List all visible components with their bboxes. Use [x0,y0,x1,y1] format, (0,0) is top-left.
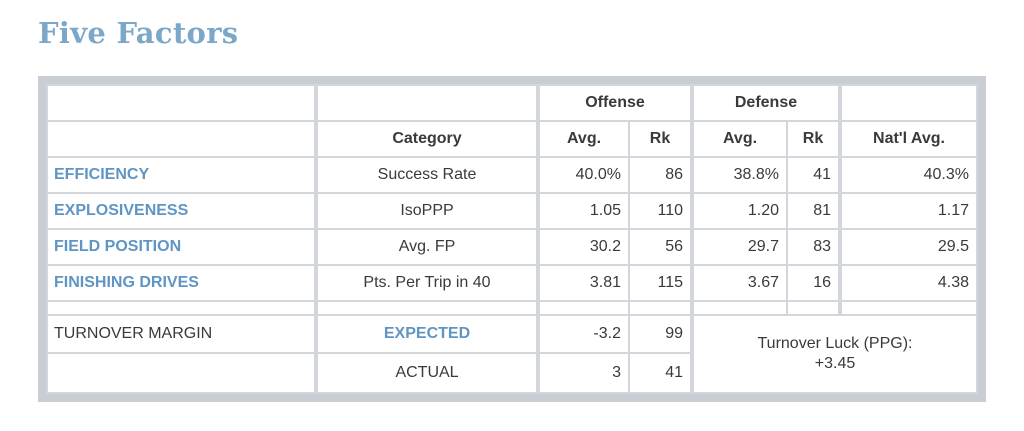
row-label-finishing-drives: FINISHING DRIVES [46,264,316,302]
defense-rk-cell: 16 [786,264,840,302]
row-category: Avg. FP [316,228,538,266]
defense-rk-cell: 83 [786,228,840,266]
row-label-explosiveness: EXPLOSIVENESS [46,192,316,230]
turnover-expected-label: EXPECTED [316,314,538,354]
turnover-luck-cell: Turnover Luck (PPG): +3.45 [692,314,978,394]
row-category: Success Rate [316,156,538,194]
row-label-field-position: FIELD POSITION [46,228,316,266]
offense-avg-cell: 40.0% [538,156,630,194]
header-offense-rk: Rk [628,120,692,158]
turnover-luck-value: +3.45 [815,354,855,374]
turnover-actual-rk: 41 [628,352,692,394]
header-natl-avg: Nat'l Avg. [840,120,978,158]
natl-avg-cell: 40.3% [840,156,978,194]
header-blank-category [316,84,538,122]
turnover-actual-value: 3 [538,352,630,394]
defense-avg-cell: 3.67 [692,264,788,302]
page-title: Five Factors [38,16,238,50]
defense-avg-cell: 29.7 [692,228,788,266]
header-offense-avg: Avg. [538,120,630,158]
table-grid: Offense Defense Category Avg. Rk Avg. Rk… [46,84,978,394]
natl-avg-cell: 4.38 [840,264,978,302]
header-category: Category [316,120,538,158]
turnover-expected-rk: 99 [628,314,692,354]
row-category: IsoPPP [316,192,538,230]
defense-avg-cell: 38.8% [692,156,788,194]
header-blank-label [46,120,316,158]
turnover-expected-value: -3.2 [538,314,630,354]
offense-avg-cell: 30.2 [538,228,630,266]
offense-avg-cell: 1.05 [538,192,630,230]
header-blank-natl [840,84,978,122]
row-category: Pts. Per Trip in 40 [316,264,538,302]
offense-rk-cell: 115 [628,264,692,302]
natl-avg-cell: 1.17 [840,192,978,230]
turnover-blank-cell [46,352,316,394]
defense-avg-cell: 1.20 [692,192,788,230]
defense-rk-cell: 41 [786,156,840,194]
natl-avg-cell: 29.5 [840,228,978,266]
header-defense-avg: Avg. [692,120,788,158]
offense-rk-cell: 110 [628,192,692,230]
offense-rk-cell: 86 [628,156,692,194]
offense-rk-cell: 56 [628,228,692,266]
turnover-margin-label: TURNOVER MARGIN [46,314,316,354]
offense-avg-cell: 3.81 [538,264,630,302]
defense-rk-cell: 81 [786,192,840,230]
header-blank-cell [46,84,316,122]
header-offense: Offense [538,84,692,122]
row-label-efficiency: EFFICIENCY [46,156,316,194]
five-factors-table: Offense Defense Category Avg. Rk Avg. Rk… [38,76,986,402]
turnover-actual-label: ACTUAL [316,352,538,394]
turnover-luck-label: Turnover Luck (PPG): [757,334,912,354]
header-defense-rk: Rk [786,120,840,158]
header-defense: Defense [692,84,840,122]
